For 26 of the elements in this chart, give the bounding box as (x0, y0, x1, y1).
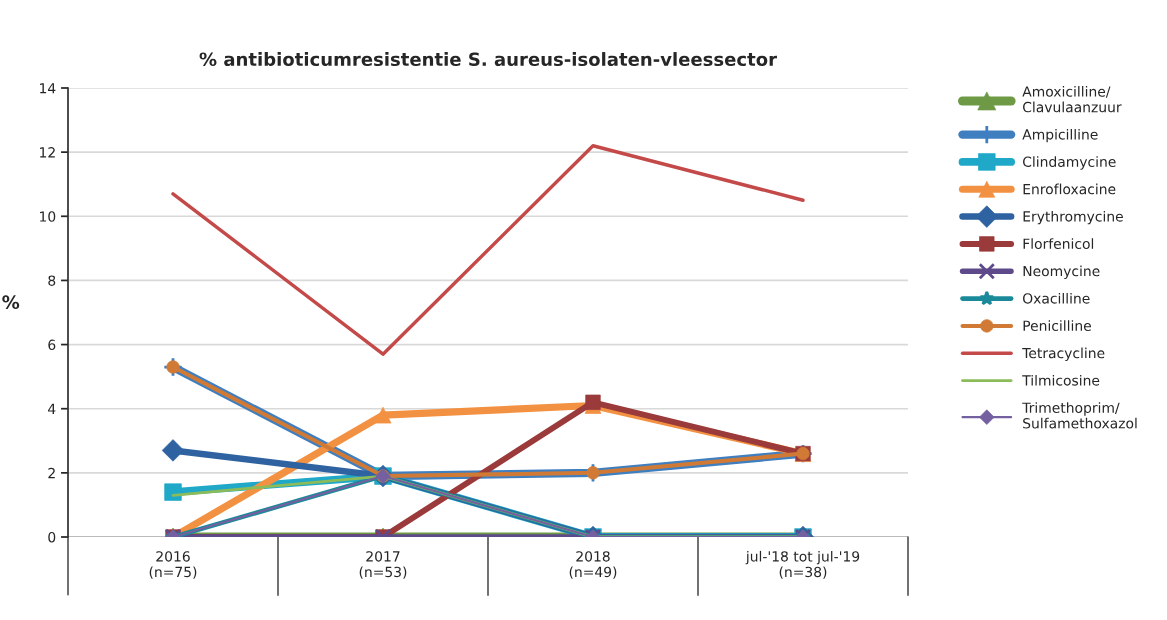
y-tick-label: 4 (48, 403, 56, 414)
chart-title: % antibioticumresistentie S. aureus-isolaten-vleessector (199, 52, 777, 67)
y-tick-label: 10 (40, 211, 56, 222)
y-tick-label: 12 (40, 147, 55, 158)
x-tick-label: 2017 (n=53) (359, 551, 407, 579)
legend-label: Penicilline (1023, 320, 1091, 331)
legend-label: Trimethoprim/ Sulfamethoxazol (1022, 402, 1137, 429)
legend-label: Enrofloxacine (1023, 183, 1116, 195)
legend-label: Neomycine (1023, 265, 1100, 280)
legend-label: Florfenicol (1023, 238, 1094, 249)
y-axis-title: % (2, 295, 20, 309)
y-tick-label: 0 (48, 531, 56, 543)
legend-label: Amoxicilline/ Clavulaanzuur (1022, 86, 1122, 113)
x-tick-label: 2016 (n=75) (149, 551, 197, 579)
legend-label: Tilmicosine (1022, 374, 1100, 386)
legend-label: Clindamycine (1023, 156, 1116, 170)
legend-label: Tetracycline (1022, 347, 1105, 361)
y-tick-label: 6 (48, 339, 56, 351)
x-tick-label: 2018 (n=49) (569, 551, 617, 579)
legend-label: Erythromycine (1023, 210, 1123, 225)
y-tick-label: 8 (48, 275, 56, 286)
legend-label: Oxacilline (1023, 292, 1090, 304)
y-tick-label: 14 (40, 83, 56, 94)
x-tick-label: jul-'18 tot jul-'19 (n=38) (745, 550, 860, 579)
y-tick-label: 2 (48, 467, 55, 479)
legend-label: Ampicilline (1022, 128, 1098, 143)
